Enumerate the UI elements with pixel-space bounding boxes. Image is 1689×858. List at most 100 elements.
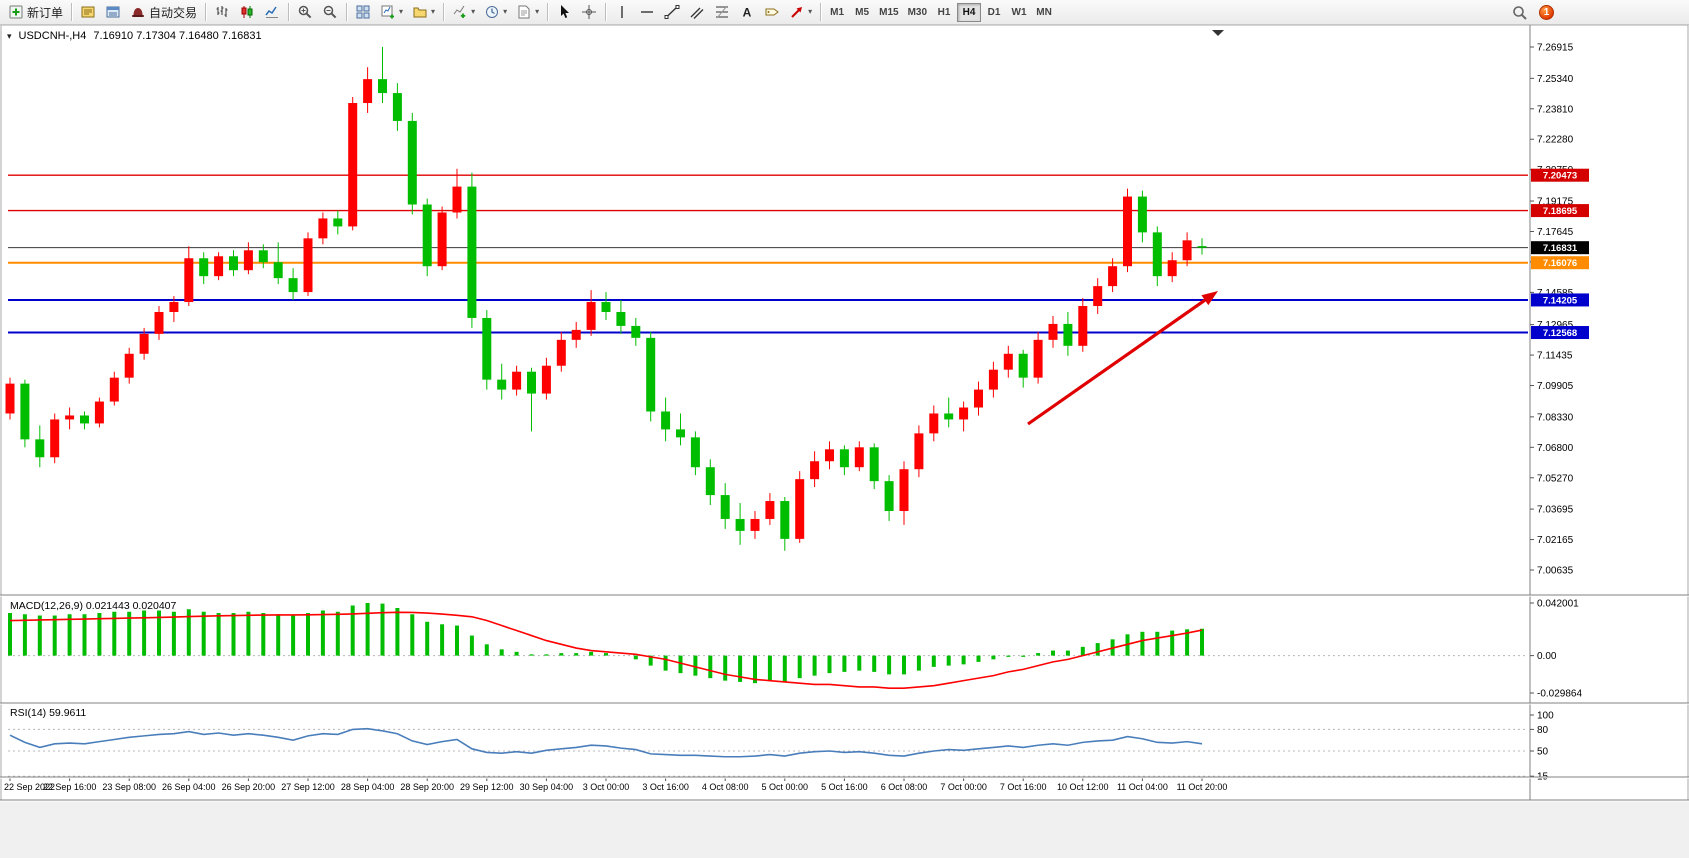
svg-text:7.22280: 7.22280 xyxy=(1537,135,1574,146)
fibonacci-tool-button[interactable] xyxy=(710,2,734,23)
svg-text:11 Oct 04:00: 11 Oct 04:00 xyxy=(1117,782,1168,792)
profiles-button[interactable]: ▾ xyxy=(408,2,439,23)
arrows-tool-button[interactable]: ▾ xyxy=(785,2,816,23)
bar-chart-mode-button[interactable] xyxy=(210,2,234,23)
svg-text:0.042001: 0.042001 xyxy=(1537,599,1579,610)
trend-arrow-object[interactable] xyxy=(1027,291,1218,426)
svg-text:7.20473: 7.20473 xyxy=(1543,171,1577,182)
svg-text:7.08330: 7.08330 xyxy=(1537,412,1574,423)
equidistant-channel-tool-button[interactable] xyxy=(685,2,709,23)
timeframe-h1-button[interactable]: H1 xyxy=(932,3,956,22)
timeframe-m5-button[interactable]: M5 xyxy=(850,3,874,22)
svg-text:7.06800: 7.06800 xyxy=(1537,443,1574,454)
dropdown-caret-icon[interactable]: ▾ xyxy=(808,7,813,16)
macd-panel: 0.042001 0.00 -0.029864 xyxy=(8,599,1582,700)
line-chart-mode-button[interactable] xyxy=(260,2,284,23)
svg-text:80: 80 xyxy=(1537,725,1549,736)
one-click-trading-toggle-icon[interactable]: ▾ xyxy=(7,30,12,41)
text-tool-button[interactable]: A xyxy=(735,2,759,23)
templates-button[interactable]: ▾ xyxy=(512,2,543,23)
periods-button[interactable]: ▾ xyxy=(480,2,511,23)
svg-text:7 Oct 16:00: 7 Oct 16:00 xyxy=(1000,782,1047,792)
svg-text:7.16831: 7.16831 xyxy=(1543,243,1578,254)
main-toolbar: 新订单 自动交易 ▾ ▾ ▾ ▾ ▾ A ▾ M1 M5 M15 M30 H1 H4 D1 W1 MN 1 xyxy=(0,0,1689,25)
candles-layer xyxy=(5,46,1207,551)
fibonacci-tool-icon xyxy=(714,4,730,20)
svg-text:22 Sep 16:00: 22 Sep 16:00 xyxy=(43,782,97,792)
dropdown-caret-icon[interactable]: ▾ xyxy=(399,7,404,16)
timeframe-h4-button[interactable]: H4 xyxy=(957,2,982,22)
zoom-in-button[interactable] xyxy=(293,2,317,23)
svg-text:7.16076: 7.16076 xyxy=(1543,258,1577,269)
trendline-tool-icon xyxy=(664,4,680,20)
text-label-tool-button[interactable] xyxy=(760,2,784,23)
price-tag xyxy=(1531,293,1589,307)
dropdown-caret-icon[interactable]: ▾ xyxy=(503,7,508,16)
svg-text:A: A xyxy=(743,6,752,20)
indicators-button[interactable]: ▾ xyxy=(448,2,479,23)
svg-text:28 Sep 20:00: 28 Sep 20:00 xyxy=(400,782,454,792)
data-window-button[interactable] xyxy=(101,2,125,23)
timeframe-m15-button[interactable]: M15 xyxy=(875,3,902,22)
horizontal-line-objects[interactable] xyxy=(8,174,1528,334)
svg-text:27 Sep 12:00: 27 Sep 12:00 xyxy=(281,782,335,792)
timeframe-d1-button[interactable]: D1 xyxy=(982,3,1006,22)
search-icon xyxy=(1512,5,1528,21)
macd-signal-line xyxy=(9,611,1203,689)
trendline-tool-button[interactable] xyxy=(660,2,684,23)
svg-text:22 Sep 2022: 22 Sep 2022 xyxy=(4,782,55,792)
new-chart-button[interactable]: ▾ xyxy=(376,2,407,23)
line-chart-mode-icon xyxy=(264,4,280,20)
svg-text:26 Sep 20:00: 26 Sep 20:00 xyxy=(222,782,276,792)
zoom-out-button[interactable] xyxy=(318,2,342,23)
chart-background xyxy=(0,25,1689,800)
timeframe-m30-button[interactable]: M30 xyxy=(904,3,931,22)
svg-text:7.05270: 7.05270 xyxy=(1537,473,1574,484)
svg-text:7.14205: 7.14205 xyxy=(1543,295,1578,306)
rsi-line xyxy=(9,727,1203,758)
notification-badge[interactable]: 1 xyxy=(1539,5,1554,20)
tile-windows-button[interactable] xyxy=(351,2,375,23)
dropdown-caret-icon[interactable]: ▾ xyxy=(431,7,436,16)
vertical-line-tool-button[interactable] xyxy=(610,2,634,23)
svg-text:7.02165: 7.02165 xyxy=(1537,535,1574,546)
chart-canvas[interactable]: 7.269157.253407.238107.222807.207507.191… xyxy=(0,25,1689,858)
profiles-icon xyxy=(412,4,428,20)
svg-text:7.23810: 7.23810 xyxy=(1537,104,1574,115)
toolbar-separator xyxy=(288,3,290,21)
text-tool-icon: A xyxy=(739,4,755,20)
market-watch-button[interactable] xyxy=(76,2,100,23)
search-button[interactable] xyxy=(1508,2,1532,23)
svg-text:29 Sep 12:00: 29 Sep 12:00 xyxy=(460,782,514,792)
svg-text:3 Oct 16:00: 3 Oct 16:00 xyxy=(642,782,689,792)
crosshair-tool-button[interactable] xyxy=(577,2,601,23)
timeframe-m1-button[interactable]: M1 xyxy=(825,3,849,22)
auto-trading-button[interactable]: 自动交易 xyxy=(126,2,201,23)
zoom-out-icon xyxy=(322,4,338,20)
svg-text:3 Oct 00:00: 3 Oct 00:00 xyxy=(583,782,630,792)
equidistant-channel-tool-icon xyxy=(689,4,705,20)
svg-text:5 Oct 16:00: 5 Oct 16:00 xyxy=(821,782,868,792)
cursor-tool-button[interactable] xyxy=(552,2,576,23)
svg-text:10 Oct 12:00: 10 Oct 12:00 xyxy=(1057,782,1109,792)
new-order-icon xyxy=(8,4,24,20)
svg-text:7.17645: 7.17645 xyxy=(1537,227,1574,238)
svg-text:7.00635: 7.00635 xyxy=(1537,566,1574,577)
chart-shift-marker[interactable] xyxy=(1212,30,1224,36)
candlestick-mode-button[interactable] xyxy=(235,2,259,23)
svg-text:7.19175: 7.19175 xyxy=(1537,197,1574,208)
svg-text:30 Sep 04:00: 30 Sep 04:00 xyxy=(520,782,574,792)
timeframe-w1-button[interactable]: W1 xyxy=(1007,3,1031,22)
dropdown-caret-icon[interactable]: ▾ xyxy=(471,7,476,16)
new-order-button[interactable]: 新订单 xyxy=(4,2,67,23)
data-window-icon xyxy=(105,4,121,20)
timeframe-mn-button[interactable]: MN xyxy=(1032,3,1056,22)
dropdown-caret-icon[interactable]: ▾ xyxy=(535,7,540,16)
auto-trading-icon xyxy=(130,4,146,20)
horizontal-line-tool-button[interactable] xyxy=(635,2,659,23)
svg-text:7.14585: 7.14585 xyxy=(1537,288,1574,299)
svg-text:26 Sep 04:00: 26 Sep 04:00 xyxy=(162,782,216,792)
macd-indicator-label: MACD(12,26,9) 0.021443 0.020407 xyxy=(10,600,177,612)
